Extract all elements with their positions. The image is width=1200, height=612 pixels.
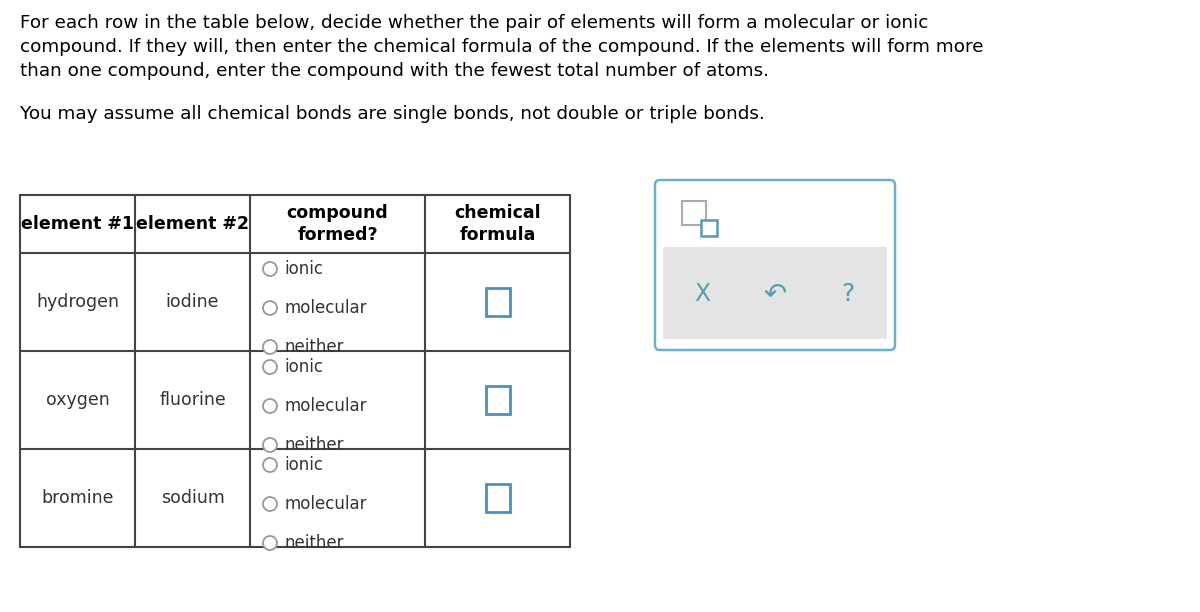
Text: bromine: bromine (41, 489, 114, 507)
Text: element #1: element #1 (22, 215, 134, 233)
Text: ionic: ionic (284, 456, 323, 474)
Circle shape (263, 262, 277, 276)
Text: compound. If they will, then enter the chemical formula of the compound. If the : compound. If they will, then enter the c… (20, 38, 984, 56)
Text: molecular: molecular (284, 495, 366, 513)
FancyBboxPatch shape (662, 247, 887, 339)
Circle shape (263, 360, 277, 374)
FancyBboxPatch shape (655, 180, 895, 350)
Circle shape (263, 458, 277, 472)
Bar (486, 288, 510, 316)
Circle shape (263, 438, 277, 452)
Bar (486, 386, 510, 414)
Text: hydrogen: hydrogen (36, 293, 119, 311)
Text: element #2: element #2 (136, 215, 250, 233)
Circle shape (263, 399, 277, 413)
Text: neither: neither (284, 436, 343, 454)
Text: ?: ? (841, 282, 854, 306)
Text: ↶: ↶ (763, 280, 787, 308)
Circle shape (263, 497, 277, 511)
Text: ionic: ionic (284, 260, 323, 278)
Bar (701, 220, 718, 236)
Text: than one compound, enter the compound with the fewest total number of atoms.: than one compound, enter the compound wi… (20, 62, 769, 80)
Text: oxygen: oxygen (46, 391, 109, 409)
Text: neither: neither (284, 338, 343, 356)
Circle shape (263, 301, 277, 315)
Text: You may assume all chemical bonds are single bonds, not double or triple bonds.: You may assume all chemical bonds are si… (20, 105, 764, 123)
Text: neither: neither (284, 534, 343, 552)
Text: compound
formed?: compound formed? (287, 204, 389, 244)
Bar (486, 484, 510, 512)
Circle shape (263, 536, 277, 550)
Bar (20, 195, 570, 547)
Text: chemical
formula: chemical formula (454, 204, 541, 244)
Text: molecular: molecular (284, 397, 366, 415)
Text: iodine: iodine (166, 293, 220, 311)
Bar (682, 201, 706, 225)
Text: fluorine: fluorine (160, 391, 226, 409)
Circle shape (263, 340, 277, 354)
Text: For each row in the table below, decide whether the pair of elements will form a: For each row in the table below, decide … (20, 14, 929, 32)
Text: ionic: ionic (284, 358, 323, 376)
Text: molecular: molecular (284, 299, 366, 317)
Text: sodium: sodium (161, 489, 224, 507)
Text: X: X (694, 282, 710, 306)
